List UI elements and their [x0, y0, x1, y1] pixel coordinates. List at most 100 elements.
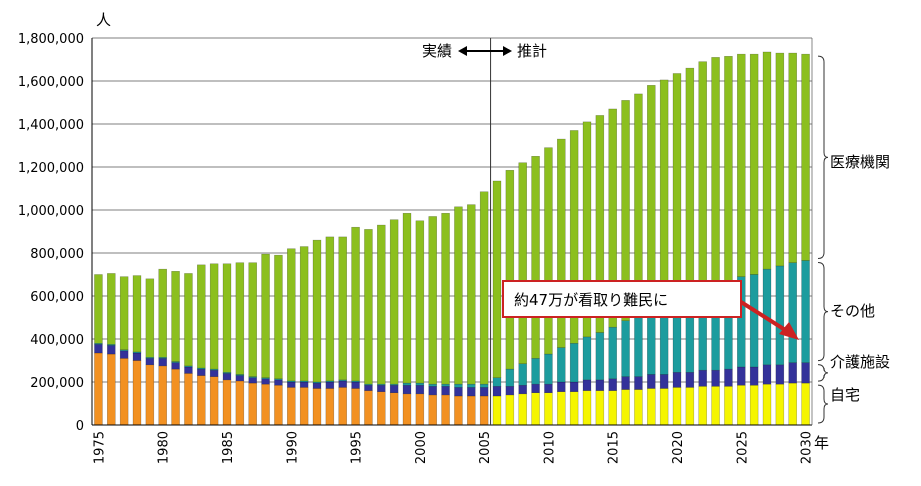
bar-home-2018 — [647, 388, 656, 426]
bar-home-2019 — [659, 388, 669, 426]
bar-home-1990 — [287, 387, 296, 426]
bar-care_facility-2006 — [492, 386, 502, 397]
bar-care_facility-1989 — [274, 379, 283, 386]
y-unit-label: 人 — [96, 11, 111, 29]
bar-hospital-2003 — [454, 206, 463, 385]
bar-care_facility-1978 — [132, 352, 142, 361]
bar-home-2029 — [788, 382, 797, 426]
bar-home-2006 — [492, 395, 502, 426]
y-tick-label: 1,600,000 — [18, 75, 84, 90]
x-unit-label: 年 — [814, 434, 829, 452]
bar-home-2024 — [724, 386, 733, 426]
bar-home-2026 — [749, 384, 759, 426]
bar-home-1984 — [209, 376, 219, 426]
bar-other-2018 — [647, 309, 656, 375]
bar-other-2028 — [775, 265, 785, 366]
bar-care_facility-2028 — [775, 364, 785, 385]
bar-other-1986 — [235, 374, 245, 376]
bar-home-2012 — [569, 391, 579, 426]
bar-care_facility-2026 — [749, 366, 759, 386]
bar-home-1998 — [389, 392, 399, 426]
bar-home-1997 — [377, 391, 386, 426]
bar-care_facility-1999 — [402, 384, 412, 395]
bracket — [817, 262, 829, 362]
bar-home-1993 — [325, 388, 335, 426]
bar-home-2008 — [518, 393, 527, 426]
arrow-head-icon — [779, 322, 799, 340]
bracket — [817, 55, 829, 260]
x-tick-label: 1995 — [350, 431, 365, 464]
bar-hospital-2011 — [557, 138, 566, 348]
bar-hospital-2023 — [711, 57, 720, 285]
bar-hospital-2018 — [647, 85, 656, 311]
bar-care_facility-2005 — [479, 387, 489, 397]
bar-care_facility-2023 — [711, 369, 720, 387]
x-tick-label: 2010 — [542, 431, 557, 464]
bar-hospital-2015 — [608, 108, 617, 328]
bar-care_facility-2010 — [544, 383, 553, 393]
x-tick-label: 1980 — [157, 431, 172, 464]
x-tick-label: 1985 — [221, 431, 236, 464]
bar-hospital-2008 — [518, 162, 527, 364]
bar-other-2007 — [505, 368, 515, 387]
bar-other-2003 — [454, 383, 463, 388]
bar-hospital-1983 — [197, 264, 206, 369]
bar-home-1995 — [351, 388, 360, 426]
bar-care_facility-1982 — [184, 366, 193, 374]
y-tick-label: 800,000 — [30, 247, 84, 262]
bar-hospital-1991 — [299, 246, 309, 382]
bar-other-1999 — [402, 382, 412, 386]
bar-hospital-1990 — [287, 248, 296, 382]
bar-care_facility-2014 — [595, 379, 605, 391]
bar-home-1992 — [312, 388, 322, 426]
y-tick-label: 600,000 — [30, 290, 84, 305]
bar-other-2013 — [582, 336, 592, 381]
bar-care_facility-2007 — [505, 386, 515, 396]
bar-hospital-2007 — [505, 169, 515, 370]
bar-hospital-2020 — [672, 73, 682, 300]
bar-home-2016 — [621, 389, 630, 426]
bar-hospital-2026 — [749, 53, 759, 275]
bar-care_facility-1985 — [222, 373, 232, 381]
bar-care_facility-1977 — [119, 350, 129, 359]
bar-home-2005 — [479, 395, 489, 426]
bar-hospital-1982 — [184, 273, 193, 367]
bar-other-2008 — [518, 363, 527, 386]
bar-other-2030 — [801, 260, 810, 363]
y-tick-label: 0 — [76, 419, 84, 434]
bars — [94, 51, 810, 426]
x-tick-label: 1975 — [92, 431, 107, 464]
bar-care_facility-2004 — [467, 387, 476, 397]
bar-home-1996 — [364, 390, 373, 426]
bar-care_facility-2020 — [672, 372, 682, 388]
bracket-label-care-facility: 介護施設 — [830, 353, 890, 371]
bar-care_facility-2025 — [737, 366, 746, 386]
x-tick-label: 2020 — [671, 431, 686, 464]
annotation-callout: 約47万が看取り難民に — [502, 280, 799, 340]
bar-hospital-1975 — [94, 274, 103, 344]
bar-home-1981 — [171, 368, 180, 426]
bar-hospital-1997 — [377, 224, 386, 385]
bar-other-2012 — [569, 343, 579, 383]
bar-home-1982 — [184, 373, 193, 426]
bar-hospital-1985 — [222, 263, 232, 373]
bar-home-1985 — [222, 379, 232, 426]
bar-care_facility-1986 — [235, 375, 245, 382]
bar-other-2016 — [621, 320, 630, 377]
bar-home-2027 — [762, 383, 772, 426]
bracket-label-other: その他 — [830, 302, 875, 320]
y-tick-label: 400,000 — [30, 333, 84, 348]
x-tick-label: 2015 — [607, 431, 622, 464]
bar-hospital-1995 — [351, 226, 360, 382]
bar-hospital-2016 — [621, 100, 630, 321]
bar-hospital-1986 — [235, 262, 245, 375]
x-tick-label: 2000 — [414, 431, 429, 464]
bar-home-2017 — [634, 389, 643, 426]
bar-home-2015 — [608, 390, 617, 426]
bar-care_facility-1995 — [351, 381, 360, 389]
bar-care_facility-2029 — [788, 362, 797, 384]
bar-hospital-1993 — [325, 236, 335, 382]
bar-home-2014 — [595, 390, 605, 426]
bar-home-1977 — [119, 358, 129, 426]
